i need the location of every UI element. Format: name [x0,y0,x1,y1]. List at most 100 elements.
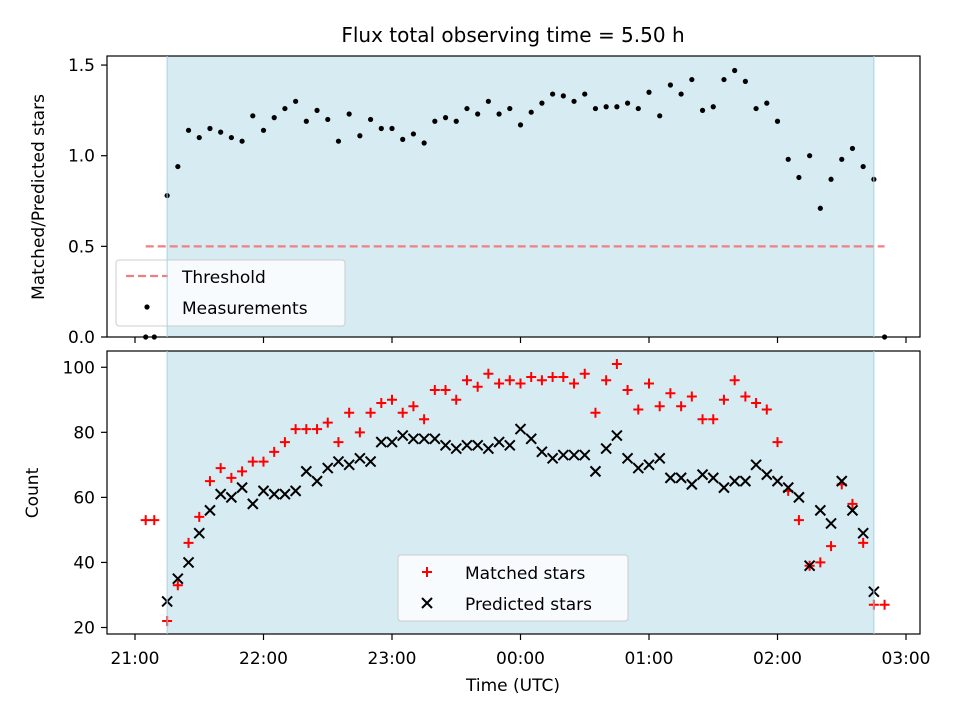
predicted-star-point [193,527,205,539]
matched-star-point [761,404,772,415]
measurement-point [678,91,684,97]
bottom-axes-frame [106,350,921,635]
predicted-star-point [279,488,291,500]
bottom-y-tick-label: 60 [73,488,95,508]
matched-star-point [290,424,301,435]
predicted-star-point [793,491,805,504]
predicted-star-point [182,556,195,569]
matched-star-point [279,437,290,448]
measurement-point [239,138,245,144]
measurement-point [807,153,813,159]
predicted-star-point [268,488,280,500]
top-plot-area [143,67,888,340]
predicted-star-point [707,472,719,484]
bottom-y-axis-label: Count [23,467,43,518]
measurement-point [796,174,802,181]
measurement-point [614,104,620,110]
measurement-point [732,67,738,74]
matched-star-point [793,515,804,526]
top-axes-frame [106,55,921,338]
matched-star-point [204,476,215,487]
matched-star-point [611,359,622,370]
predicted-star-point [621,452,634,465]
matched-star-point [504,375,515,386]
predicted-star-point [846,504,859,517]
predicted-star-point [289,485,302,497]
matched-star-point [483,368,494,379]
measurement-point [325,116,331,123]
matched-star-point [751,398,762,409]
predicted-star-point [386,436,398,448]
x-tick-label: 00:00 [496,649,545,669]
top-legend: Threshold Measurements [115,259,346,327]
measurement-point [185,127,192,133]
predicted-star-point [343,459,355,471]
measurement-point [550,91,556,97]
measurement-point [196,134,202,141]
predicted-star-point [214,488,227,500]
top-y-tick-label: 0.0 [68,328,95,348]
measurement-point [646,89,652,95]
x-axis-label: Time (UTC) [465,676,560,696]
matched-star-point [333,437,344,448]
matched-star-point [312,424,323,435]
measurement-point [475,111,481,117]
matched-star-point [215,463,226,474]
top-y-axis: 0.0 0.5 1.0 1.5 [68,56,107,348]
measurement-point [817,205,823,211]
measurement-point [774,118,781,124]
measurement-point [603,104,609,110]
top-y-tick-label: 1.0 [68,147,95,167]
measurement-point [357,133,363,139]
matched-stars-legend-swatch [422,567,432,577]
predicted-star-point [493,436,505,448]
bottom-x-axis: 21:00 22:00 23:00 00:00 01:00 02:00 03:00 [111,634,931,669]
predicted-star-point [643,459,655,471]
matched-star-point [633,404,644,415]
top-panel: 0.0 0.5 1.0 1.5 Matched/Predicted stars Thr… [29,55,921,348]
predicted-star-point [718,481,730,494]
measurement-point [207,125,213,132]
measurement-point [410,131,417,137]
matched-star-point [697,414,708,425]
measurement-point [335,138,342,144]
matched-star-point [590,407,601,418]
predicted-star-point [461,439,473,452]
measurement-point [517,122,524,128]
predicted-star-point [236,481,248,494]
predicted-star-point [439,439,452,452]
matched-star-point [344,407,355,418]
predicted-star-point [857,527,869,539]
predicted-stars-legend-label: Predicted stars [465,595,592,615]
matched-star-point [569,378,580,389]
top-y-axis-label: Matched/Predicted stars [29,94,49,300]
matched-star-point [140,515,151,526]
x-tick-label: 01:00 [625,649,674,669]
measurement-point [260,127,267,133]
matched-star-point [226,472,237,483]
matched-star-point [686,391,697,402]
measurement-point [828,176,834,182]
predicted-star-point [450,442,462,455]
matched-star-point [847,498,858,509]
predicted-star-point [354,452,366,465]
predicted-star-point [504,439,516,452]
matched-star-point [194,511,205,522]
x-marker [421,597,433,609]
matched-star-point [654,401,665,412]
predicted-star-point [771,475,784,487]
predicted-star-point [728,475,741,487]
measurements-legend-label: Measurements [182,299,308,319]
predicted-star-point [782,481,794,494]
measurement-point [624,100,631,106]
x-tick-label: 21:00 [111,649,160,669]
matched-star-point [247,456,258,467]
predicted-star-point [514,423,527,435]
bottom-legend-box [397,554,629,622]
measurement-point [582,91,588,97]
measurement-point [303,118,309,124]
chart-title: Flux total observing time = 5.50 h [341,23,684,47]
matched-star-point [408,401,419,412]
predicted-star-point [375,436,387,448]
measurement-point [571,98,577,104]
